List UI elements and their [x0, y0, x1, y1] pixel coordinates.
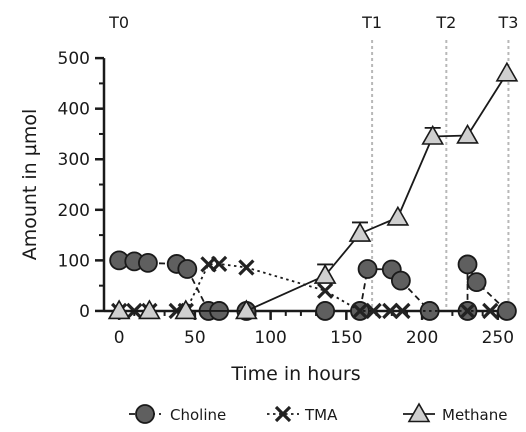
- x-tick-label: 150: [330, 328, 362, 348]
- data-point-methane: [495, 61, 519, 82]
- data-point-tma: [317, 282, 334, 299]
- data-point-tma: [210, 255, 228, 273]
- legend-item-methane: Methane: [403, 402, 508, 424]
- data-point-choline: [315, 301, 336, 321]
- legend-marker-choline: [135, 404, 155, 424]
- y-tick-label: 0: [79, 302, 90, 322]
- x-tick-label: 0: [114, 328, 125, 348]
- data-point-methane: [421, 124, 445, 145]
- legend-item-tma: TMA: [267, 405, 338, 424]
- data-point-methane: [348, 221, 372, 242]
- data-point-choline: [457, 254, 478, 275]
- series-line-methane: [119, 72, 508, 312]
- data-point-choline: [177, 259, 198, 279]
- series: [107, 61, 519, 321]
- x-tick-label: 250: [482, 328, 514, 348]
- data-point-tma: [351, 302, 369, 320]
- data-point-methane: [386, 205, 410, 226]
- data-point-tma: [238, 259, 255, 276]
- data-point-methane: [174, 299, 198, 320]
- x-tick-label: 50: [184, 328, 206, 348]
- data-point-methane: [235, 299, 258, 320]
- data-point-tma: [482, 302, 499, 320]
- phase-label-3: T3: [497, 13, 518, 32]
- legend-label-choline: Choline: [170, 406, 226, 424]
- data-point-choline: [497, 301, 517, 321]
- data-point-methane: [107, 299, 131, 320]
- data-point-choline: [357, 259, 378, 279]
- legend-marker-methane: [407, 402, 431, 423]
- data-point-tma: [459, 302, 476, 320]
- phase-label-1: T1: [361, 13, 382, 32]
- y-tick-label: 200: [58, 201, 90, 221]
- phase-markers: T0 T1 T2 T3: [108, 13, 518, 311]
- y-tick-label: 300: [58, 150, 90, 170]
- x-axis-title: Time in hours: [230, 363, 360, 385]
- x-tick-label: 100: [254, 328, 286, 348]
- data-point-tma: [365, 302, 382, 320]
- data-point-tma: [394, 302, 411, 320]
- y-axis-title: Amount in µmol: [19, 109, 41, 261]
- legend-label-methane: Methane: [442, 406, 508, 424]
- legend-item-choline: Choline: [129, 404, 226, 424]
- data-point-methane: [138, 299, 161, 320]
- phase-label-2: T2: [435, 13, 456, 32]
- x-tick-label: 200: [406, 328, 438, 348]
- data-point-tma: [382, 302, 399, 320]
- y-tick-label: 400: [58, 100, 90, 120]
- legend-marker-tma: [274, 405, 292, 423]
- legend-label-tma: TMA: [304, 406, 338, 424]
- data-point-choline: [466, 272, 487, 293]
- y-tick-label: 100: [58, 251, 90, 271]
- data-point-methane: [456, 123, 479, 144]
- data-point-methane: [313, 263, 337, 284]
- series-choline: [109, 250, 517, 321]
- y-tick-label: 500: [58, 49, 90, 69]
- data-point-choline: [390, 270, 411, 291]
- series-methane: [107, 61, 519, 320]
- legend: Choline TMA Methane: [129, 402, 508, 424]
- phase-label-0: T0: [108, 13, 129, 32]
- axes: 0 100 200 300 400 500 0 50 100 150 200 250: [58, 49, 516, 348]
- data-point-choline: [138, 253, 158, 273]
